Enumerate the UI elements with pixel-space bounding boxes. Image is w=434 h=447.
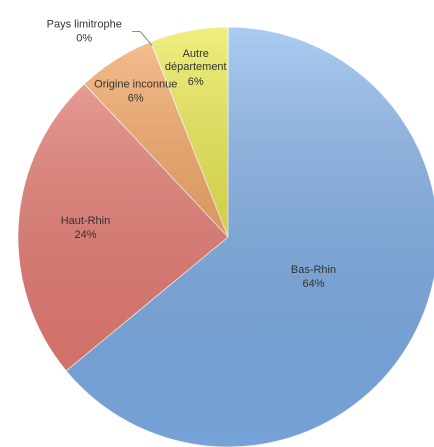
slice-value-label: 24% bbox=[74, 229, 96, 241]
slice-label: Autre département bbox=[165, 48, 227, 73]
slice-value-label: 0% bbox=[76, 33, 92, 45]
slice-label: Haut-Rhin bbox=[61, 215, 111, 227]
slice-value-label: 64% bbox=[302, 278, 324, 290]
leader-line bbox=[132, 31, 153, 46]
slice-label: Origine inconnue bbox=[94, 79, 177, 91]
label-line: département bbox=[165, 61, 227, 73]
slice-label: Pays limitrophe bbox=[47, 19, 122, 31]
slice-value-label: 6% bbox=[188, 76, 204, 88]
slice-value-label: 6% bbox=[128, 93, 144, 105]
slice-label: Bas-Rhin bbox=[291, 264, 336, 276]
label-line: Autre bbox=[183, 48, 209, 60]
